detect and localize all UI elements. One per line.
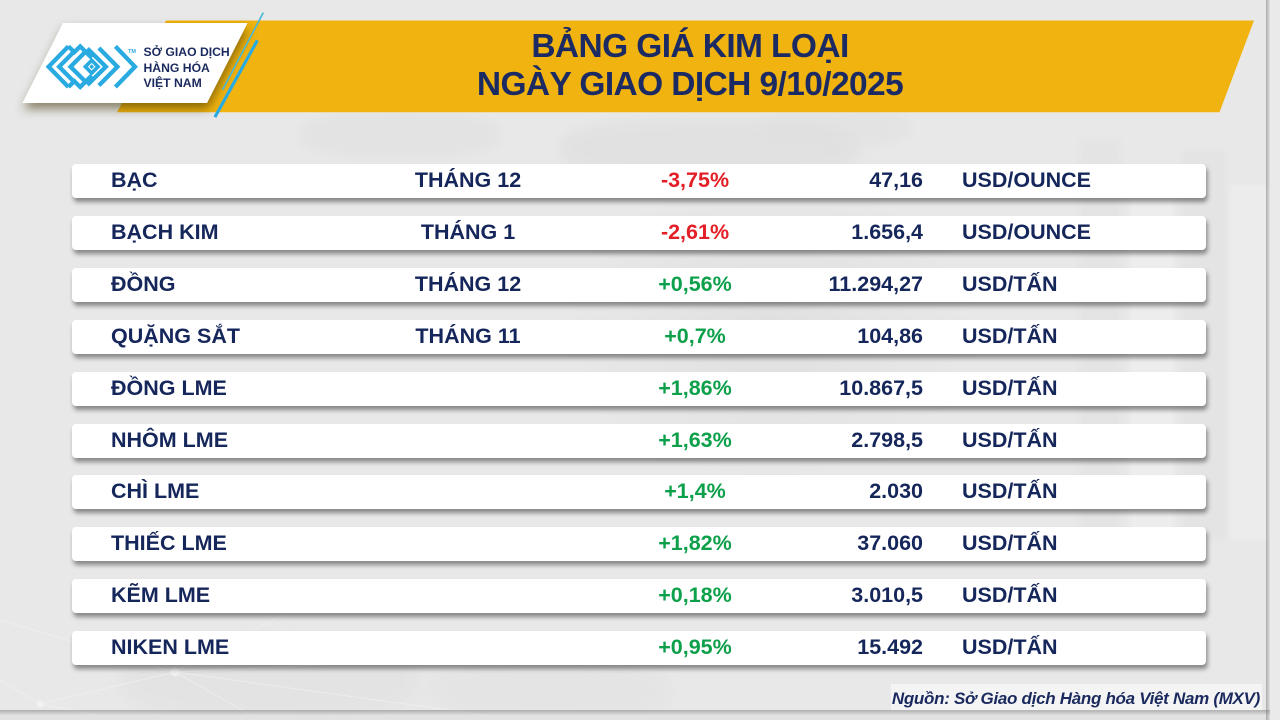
svg-text:TM: TM (128, 49, 136, 55)
